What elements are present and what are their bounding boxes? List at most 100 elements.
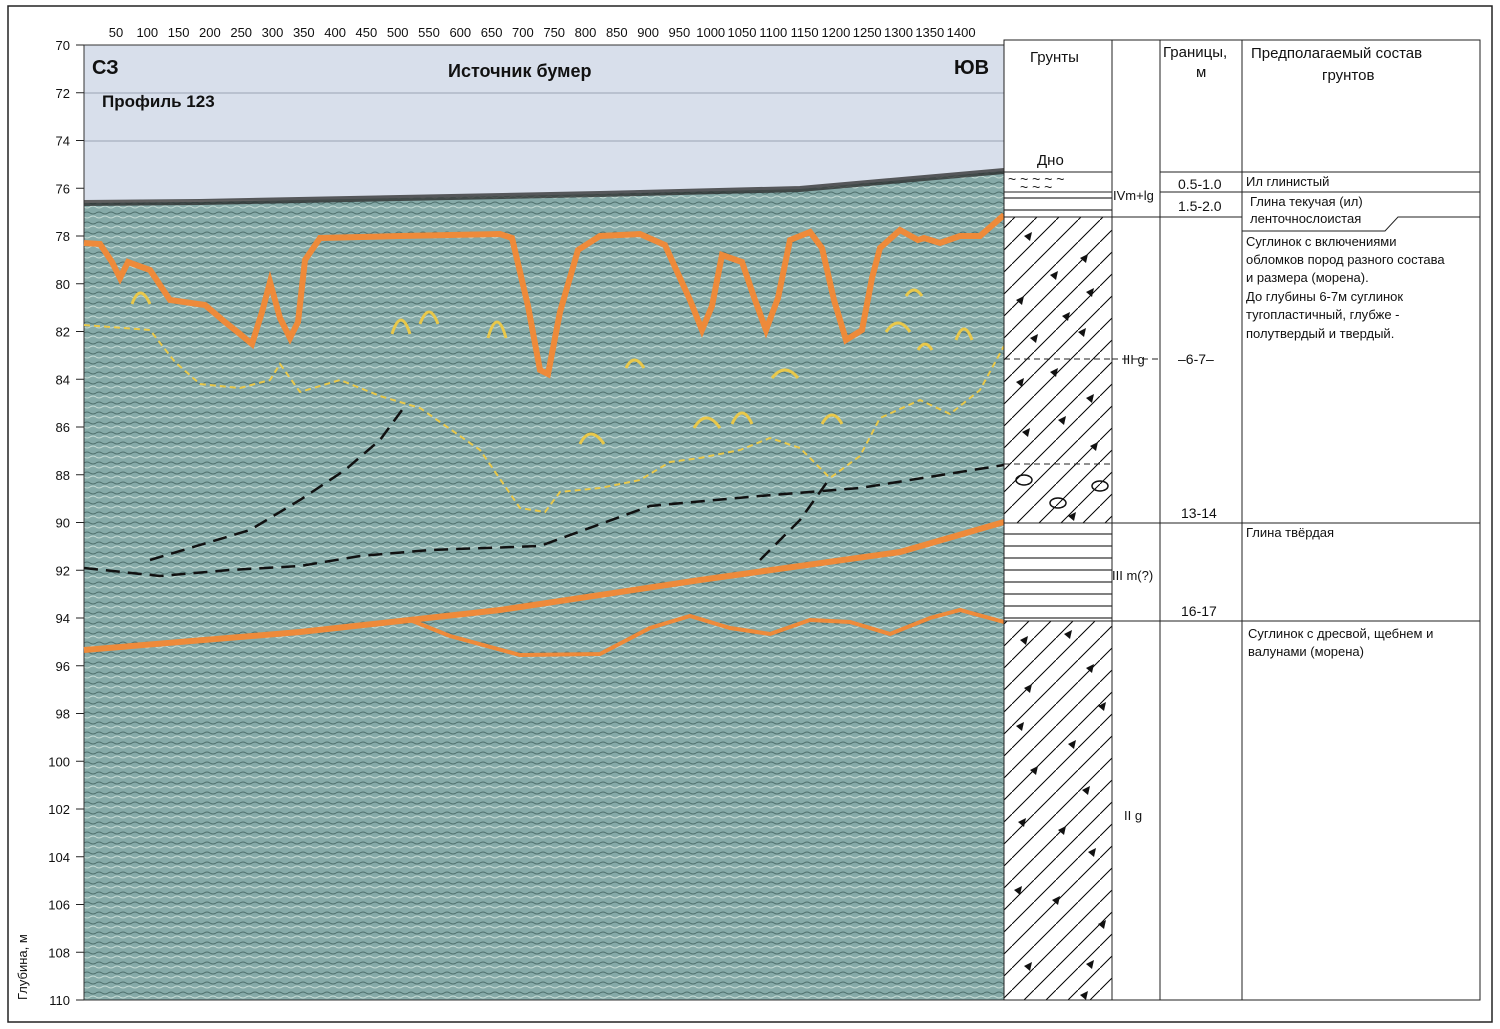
x-tick-label: 350 [293, 25, 315, 40]
x-tick-label: 300 [262, 25, 284, 40]
x-tick-label: 650 [481, 25, 503, 40]
label-right-direction: ЮВ [954, 57, 989, 79]
soil-till-lower [1003, 620, 1113, 1001]
sediment-fill [84, 171, 1004, 1000]
y-axis-ticks: 70 72 74 76 78 80 82 84 86 88 90 92 94 96 98 100 102 104 1… [48, 38, 84, 1008]
soils-header: Грунты [1030, 49, 1079, 66]
label-source: Источник бумер [448, 61, 591, 81]
x-tick-label: 500 [387, 25, 409, 40]
y-tick-label: 84 [56, 372, 70, 387]
x-tick-label: 1250 [853, 25, 882, 40]
svg-text:~ ~ ~ ~ ~: ~ ~ ~ ~ ~ [1008, 171, 1064, 187]
x-tick-label: 400 [324, 25, 346, 40]
y-tick-label: 86 [56, 420, 70, 435]
y-tick-label: 106 [48, 898, 70, 913]
x-tick-label: 1300 [884, 25, 913, 40]
desc-till-upper-4: До глубины 6-7м суглинок [1246, 289, 1403, 304]
y-tick-label: 72 [56, 86, 70, 101]
y-tick-label: 98 [56, 707, 70, 722]
x-tick-label: 200 [199, 25, 221, 40]
fault-rising [149, 409, 404, 562]
till-triangles [1016, 232, 1098, 521]
desc-till-lower-2: валунами (морена) [1248, 644, 1364, 659]
x-tick-label: 150 [168, 25, 190, 40]
x-axis-ticks: 50 100 150 200 250 300 350 400 450 500 550 600 650 70… [109, 25, 976, 40]
label-profile: Профиль 123 [102, 92, 215, 111]
y-tick-label: 70 [56, 38, 70, 53]
x-tick-label: 1050 [728, 25, 757, 40]
y-tick-label: 102 [48, 802, 70, 817]
bound-4: 16-17 [1181, 603, 1217, 619]
y-tick-label: 100 [48, 754, 70, 769]
desc-till-upper-2: обломков пород разного состава [1246, 252, 1445, 267]
y-tick-label: 90 [56, 516, 70, 531]
desc-till-lower-1: Суглинок с дресвой, щебнем и [1248, 626, 1433, 641]
diffraction-marks [130, 288, 974, 445]
y-tick-label: 108 [48, 945, 70, 960]
bound-0: 0.5-1.0 [1178, 176, 1222, 192]
y-axis-label: Глубина, м [15, 934, 30, 1000]
x-tick-label: 1000 [696, 25, 725, 40]
bounds-header-2: м [1196, 64, 1206, 81]
x-tick-label: 600 [449, 25, 471, 40]
y-tick-label: 92 [56, 563, 70, 578]
x-tick-label: 850 [606, 25, 628, 40]
y-tick-label: 110 [49, 993, 70, 1008]
y-tick-label: 78 [56, 229, 70, 244]
y-tick-label: 74 [56, 134, 70, 149]
till-boulders [1015, 474, 1109, 509]
index-column: IVm+lg III g III m(?) II g [1111, 39, 1161, 1001]
outer-frame [7, 5, 1493, 1023]
x-tick-label: 900 [637, 25, 659, 40]
seabed-label: Дно [1037, 152, 1064, 169]
bounds-header-1: Границы, [1163, 44, 1227, 61]
horizon-upper [83, 212, 1006, 379]
y-tick-label: 96 [56, 659, 70, 674]
fault-lower [83, 463, 1005, 578]
desc-flowing-clay-2: ленточнослоистая [1250, 211, 1361, 226]
y-tick-label: 94 [56, 611, 70, 626]
index-layer-4: II g [1124, 808, 1142, 823]
desc-till-upper-3: и размера (морена). [1246, 270, 1369, 285]
composition-header-1: Предполагаемый состав [1251, 45, 1422, 62]
label-left-direction: СЗ [92, 57, 119, 79]
bound-2: –6-7– [1178, 351, 1214, 367]
soil-till-upper [1003, 216, 1113, 524]
boundary-yellow-dashed [83, 324, 1005, 514]
y-tick-label: 76 [56, 181, 70, 196]
desc-hard-clay: Глина твёрдая [1246, 525, 1334, 540]
desc-flowing-clay-1: Глина текучая (ил) [1250, 194, 1363, 209]
seabed-reflector [83, 168, 1005, 206]
x-tick-label: 450 [356, 25, 378, 40]
horizon-base-lower [409, 607, 1005, 658]
horizon-base-clay [83, 519, 1005, 653]
x-tick-label: 50 [109, 25, 123, 40]
composition-header-2: грунтов [1322, 67, 1374, 84]
index-layer-3: III m(?) [1112, 568, 1153, 583]
y-tick-label: 88 [56, 468, 70, 483]
svg-text:~ ~ ~: ~ ~ ~ [1020, 179, 1052, 195]
water-column [84, 45, 1004, 200]
soil-column: ~ ~ ~ ~ ~ ~ ~ ~ Грунты [1003, 39, 1113, 1001]
x-tick-label: 1400 [947, 25, 976, 40]
fault-short [759, 477, 832, 561]
bounds-column: Границы, м 0.5-1.0 1.5-2.0 –6-7– 13-14 1… [1159, 39, 1243, 1001]
x-tick-label: 1200 [821, 25, 850, 40]
x-tick-label: 1350 [915, 25, 944, 40]
desc-till-upper-1: Суглинок с включениями [1246, 234, 1396, 249]
soil-clay [1003, 522, 1113, 622]
y-tick-label: 82 [56, 325, 70, 340]
desc-till-upper-6: полутвердый и твердый. [1246, 326, 1394, 341]
x-tick-label: 1100 [759, 25, 787, 40]
x-tick-label: 1150 [791, 25, 819, 40]
bound-1: 1.5-2.0 [1178, 198, 1222, 214]
desc-silt: Ил глинистый [1246, 174, 1329, 189]
y-tick-label: 104 [48, 850, 70, 865]
index-layer-2: III g [1123, 352, 1145, 367]
x-tick-label: 550 [418, 25, 440, 40]
seismic-section: СЗ Источник бумер ЮВ Профиль 123 [83, 44, 1006, 1001]
x-tick-label: 800 [575, 25, 597, 40]
desc-till-upper-5: тугопластичный, глубже - [1246, 307, 1400, 322]
index-layer-1: IVm+lg [1113, 188, 1154, 203]
